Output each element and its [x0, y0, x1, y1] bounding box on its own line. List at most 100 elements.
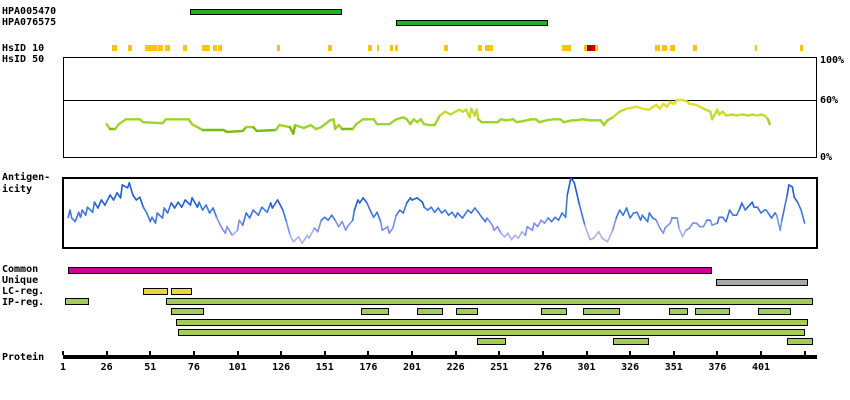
hsid10-tick	[390, 45, 393, 51]
hsid10-tick	[693, 45, 697, 51]
protein-axis-tick	[760, 351, 762, 355]
hsid10-tick	[591, 45, 595, 51]
protein-axis-tick-label: 151	[315, 362, 334, 373]
hsid10-tick	[587, 45, 591, 51]
hsid10-tick	[755, 45, 757, 51]
protein-axis-tick	[62, 351, 64, 355]
lc-region-track-label: LC-reg.	[2, 286, 45, 297]
common-region-bar	[68, 267, 713, 274]
protein-axis-tick-label: 51	[144, 362, 157, 373]
ip-region-row2-bar	[361, 308, 390, 315]
identity-100pct-label: 100%	[820, 55, 845, 66]
protein-axis-tick-label: 176	[359, 362, 378, 373]
unique-region-bar	[715, 279, 809, 286]
protein-axis-tick	[236, 351, 239, 355]
ip-region-row2-bar	[757, 308, 791, 315]
hsid10-tick	[277, 45, 280, 51]
ip-region-row3-bar	[176, 319, 809, 326]
hpa005470-antigen-bar	[190, 9, 343, 15]
hsid10-tick	[478, 45, 482, 51]
hsid10-tick	[377, 45, 379, 51]
sixty-percent-gridline	[63, 100, 817, 101]
identity-chart-box	[63, 57, 817, 158]
hpa076575-antigen-bar	[396, 20, 549, 26]
ip-region-row5-bar	[787, 338, 814, 345]
hsid10-tick	[670, 45, 675, 51]
hsid10-tick	[128, 45, 132, 51]
hsid10-tick	[145, 45, 157, 51]
hsid10-tick	[202, 45, 210, 51]
protein-axis-line	[63, 355, 817, 359]
protein-axis-tick	[454, 351, 457, 355]
hsid10-tick	[218, 45, 222, 51]
protein-axis-tick-label: 351	[664, 362, 683, 373]
identity-60pct-label: 60%	[820, 95, 839, 106]
ip-region-track-label: IP-reg.	[2, 297, 45, 308]
ip-region-row4-bar	[178, 329, 805, 336]
hsid-50-label: HsID 50	[2, 54, 45, 65]
hsid10-tick	[444, 45, 448, 51]
hsid10-tick	[485, 45, 493, 51]
protein-axis-tick-label: 301	[577, 362, 596, 373]
protein-axis-tick-label: 226	[446, 362, 465, 373]
protein-axis-tick-label: 326	[621, 362, 640, 373]
protein-axis-tick-label: 276	[533, 362, 552, 373]
antigenicity-label-line1: Antigen-	[2, 172, 51, 183]
hsid-10-label: HsID 10	[2, 43, 45, 54]
ip-region-row1-bar	[166, 298, 814, 305]
ip-region-row2-bar	[694, 308, 730, 315]
antibody-2-label: HPA076575	[2, 17, 57, 28]
protein-axis-tick	[323, 351, 326, 355]
protein-axis-tick	[716, 351, 719, 355]
protein-axis-tick	[803, 351, 806, 355]
antibody-1-label: HPA005470	[2, 6, 57, 17]
hsid10-tick	[584, 45, 587, 51]
protein-axis-tick	[105, 351, 108, 355]
antigenicity-chart-box	[62, 177, 818, 249]
protein-axis-tick	[541, 351, 544, 355]
protein-axis-label: Protein	[2, 352, 45, 363]
protein-axis-tick-label: 401	[751, 362, 771, 373]
ip-region-row5-bar	[612, 338, 650, 345]
protein-axis-tick	[411, 351, 413, 355]
hsid10-tick	[158, 45, 163, 51]
hsid10-tick	[112, 45, 117, 51]
protein-axis-tick	[367, 351, 370, 355]
ip-region-row2-bar	[583, 308, 620, 315]
common-track-label: Common	[2, 264, 39, 275]
hsid10-tick	[655, 45, 660, 51]
ip-region-row2-bar	[668, 308, 688, 315]
lc-region-bar	[171, 288, 193, 295]
antigenicity-label-line2: icity	[2, 184, 33, 195]
identity-0pct-label: 0%	[820, 152, 833, 163]
protein-axis-tick-label: 201	[402, 362, 422, 373]
ip-region-row2-bar	[541, 308, 568, 315]
ip-region-row2-bar	[417, 308, 444, 315]
unique-track-label: Unique	[2, 275, 39, 286]
ip-region-row2-bar	[171, 308, 205, 315]
hsid10-tick	[213, 45, 217, 51]
ip-region-row2-bar	[455, 308, 479, 315]
hsid10-tick	[165, 45, 170, 51]
hsid10-tick	[562, 45, 571, 51]
ip-region-row5-bar	[476, 338, 507, 345]
protein-axis-tick-label: 251	[490, 362, 509, 373]
protein-axis-tick	[585, 351, 588, 355]
protein-axis-tick-label: 376	[708, 362, 727, 373]
protein-axis-tick	[192, 351, 195, 355]
hsid10-tick	[328, 45, 332, 51]
protein-axis-tick	[498, 351, 501, 355]
hsid10-tick	[800, 45, 803, 51]
hsid10-tick	[368, 45, 372, 51]
protein-axis-tick-label: 101	[228, 362, 247, 373]
hsid10-tick	[662, 45, 667, 51]
protein-axis-tick-label: 76	[187, 362, 200, 373]
hsid10-tick	[595, 45, 598, 51]
protein-axis-tick	[672, 351, 675, 355]
protein-axis-tick	[149, 351, 152, 355]
hsid10-tick	[183, 45, 187, 51]
ip-region-row1-bar	[64, 298, 90, 305]
lc-region-bar	[143, 288, 168, 295]
protein-axis-tick	[629, 351, 632, 355]
